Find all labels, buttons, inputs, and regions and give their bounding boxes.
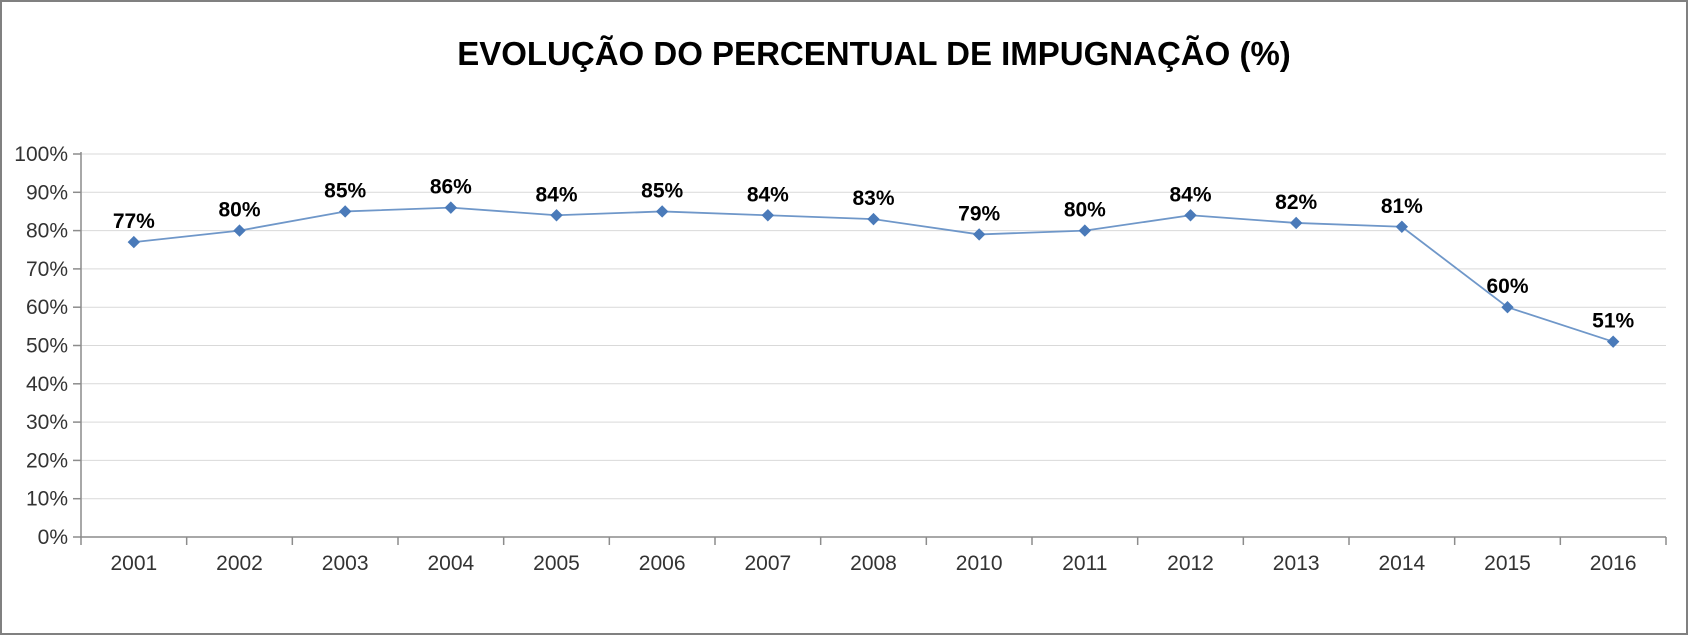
data-point-marker bbox=[1078, 224, 1092, 237]
x-tick-label: 2003 bbox=[322, 552, 369, 575]
x-tick-label: 2004 bbox=[427, 552, 474, 575]
data-point-label: 77% bbox=[113, 210, 155, 233]
data-point-marker bbox=[233, 224, 246, 237]
chart-title: EVOLUÇÃO DO PERCENTUAL DE IMPUGNAÇÃO (%) bbox=[457, 35, 1291, 72]
data-point-marker bbox=[550, 209, 563, 222]
data-point-label: 80% bbox=[1064, 199, 1106, 222]
y-tick-label: 90% bbox=[26, 181, 68, 204]
data-point-label: 85% bbox=[324, 179, 366, 202]
data-point-marker bbox=[867, 212, 880, 226]
data-point-marker bbox=[1184, 209, 1197, 222]
data-point-marker bbox=[1501, 300, 1514, 314]
data-point-marker bbox=[1606, 335, 1620, 348]
y-tick-label: 10% bbox=[26, 488, 68, 511]
data-point-marker bbox=[444, 201, 458, 214]
x-tick-label: 2015 bbox=[1484, 552, 1531, 575]
x-tick-label: 2012 bbox=[1167, 552, 1214, 575]
y-tick-label: 60% bbox=[26, 296, 68, 319]
data-point-marker bbox=[1395, 220, 1409, 233]
x-tick-label: 2002 bbox=[216, 552, 263, 575]
y-tick-label: 30% bbox=[26, 411, 68, 434]
x-tick-label: 2007 bbox=[744, 552, 791, 575]
data-point-label: 81% bbox=[1381, 195, 1423, 218]
data-point-marker bbox=[972, 228, 986, 241]
x-tick-label: 2010 bbox=[956, 552, 1003, 575]
x-tick-label: 2001 bbox=[110, 552, 157, 575]
y-tick-label: 80% bbox=[26, 220, 68, 243]
x-tick-label: 2011 bbox=[1062, 552, 1107, 575]
data-point-label: 84% bbox=[1169, 183, 1211, 206]
x-tick-label: 2005 bbox=[533, 552, 580, 575]
data-point-marker bbox=[761, 209, 775, 222]
data-point-marker bbox=[655, 205, 669, 218]
y-tick-label: 100% bbox=[14, 143, 68, 166]
x-tick-label: 2013 bbox=[1273, 552, 1320, 575]
data-point-marker bbox=[338, 205, 352, 218]
y-tick-label: 0% bbox=[38, 526, 68, 549]
y-tick-label: 70% bbox=[26, 258, 68, 281]
y-tick-label: 20% bbox=[26, 449, 68, 472]
data-point-marker bbox=[1289, 216, 1303, 230]
y-tick-label: 50% bbox=[26, 335, 68, 358]
series-line bbox=[133, 206, 1614, 343]
data-point-label: 85% bbox=[641, 179, 683, 202]
x-tick-label: 2016 bbox=[1590, 552, 1637, 575]
data-point-label: 83% bbox=[852, 187, 894, 210]
data-point-label: 79% bbox=[958, 202, 1000, 225]
data-point-label: 84% bbox=[747, 183, 789, 206]
y-tick-label: 40% bbox=[26, 373, 68, 396]
data-point-label: 51% bbox=[1592, 310, 1634, 333]
data-point-label: 60% bbox=[1486, 275, 1528, 298]
x-tick-label: 2008 bbox=[850, 552, 897, 575]
data-point-marker bbox=[127, 235, 141, 249]
data-point-label: 84% bbox=[535, 183, 577, 206]
data-point-label: 82% bbox=[1275, 191, 1317, 214]
data-point-label: 86% bbox=[430, 176, 472, 199]
x-tick-label: 2014 bbox=[1378, 552, 1425, 575]
x-tick-label: 2006 bbox=[639, 552, 686, 575]
data-point-label: 80% bbox=[218, 199, 260, 222]
